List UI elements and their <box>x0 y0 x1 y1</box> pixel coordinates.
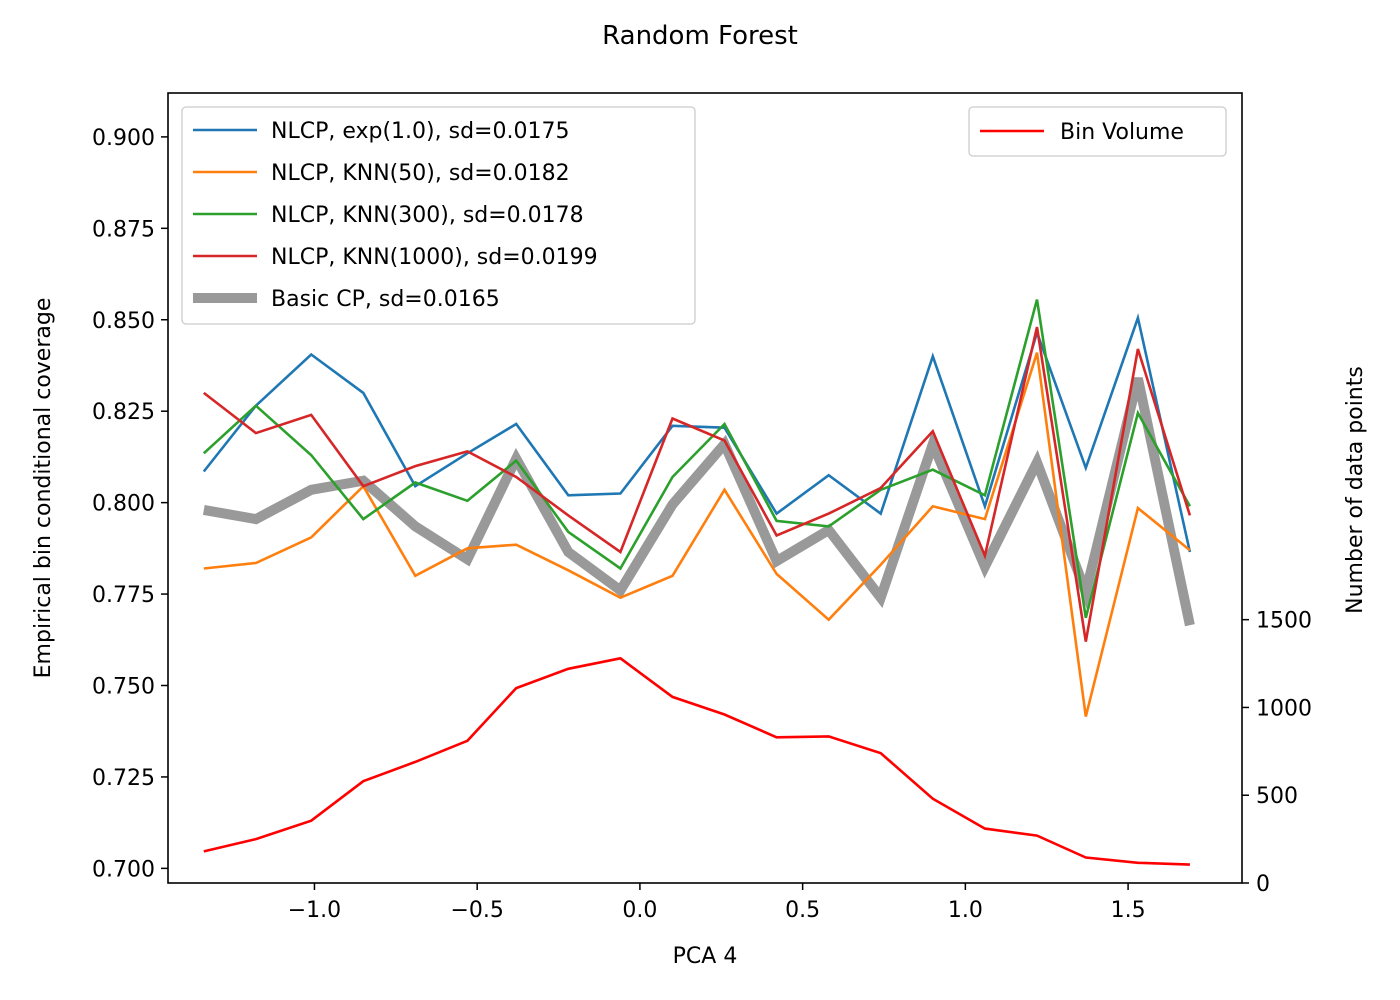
legend-main: NLCP, exp(1.0), sd=0.0175 NLCP, KNN(50), … <box>181 106 696 325</box>
bin-volume-line <box>203 656 1190 866</box>
y-axis-left: 0.700 0.725 0.750 0.775 0.800 0.825 0.850 0.875… <box>92 126 168 882</box>
x-tick-label: −1.0 <box>288 898 341 923</box>
legend-label: NLCP, KNN(1000), sd=0.0199 <box>271 245 598 270</box>
x-tick-label: 1.0 <box>948 898 983 923</box>
x-tick-label: 0.5 <box>785 898 820 923</box>
series-line-3 <box>203 326 1192 642</box>
legend-label: NLCP, KNN(300), sd=0.0178 <box>271 203 584 228</box>
x-tick-label: 1.5 <box>1111 898 1146 923</box>
y-axis-right-label: Number of data points <box>1343 366 1368 614</box>
y-right-tick-label: 0 <box>1256 872 1270 897</box>
y-tick-label: 0.900 <box>92 126 155 151</box>
series-line-1 <box>203 352 1191 717</box>
y-right-tick-label: 1000 <box>1256 696 1312 721</box>
legend-label: Basic CP, sd=0.0165 <box>271 287 500 312</box>
x-axis: −1.0 −0.5 0.0 0.5 1.0 1.5 <box>288 883 1146 923</box>
y-right-tick-label: 500 <box>1256 784 1298 809</box>
legend-label: NLCP, KNN(50), sd=0.0182 <box>271 161 570 186</box>
y-tick-label: 0.775 <box>92 583 155 608</box>
plot-frame <box>167 92 1243 884</box>
x-axis-label: PCA 4 <box>673 944 738 969</box>
y-tick-label: 0.875 <box>92 217 155 242</box>
y-right-tick-label: 1500 <box>1256 609 1312 634</box>
series-line-2 <box>202 299 1192 619</box>
legend-bin-volume-box <box>968 106 1227 157</box>
y-axis-label: Empirical bin conditional coverage <box>31 298 56 679</box>
y-axis-right: 0 500 1000 1500 <box>1242 609 1312 897</box>
y-tick-label: 0.800 <box>92 492 155 517</box>
legend-label: NLCP, exp(1.0), sd=0.0175 <box>271 119 569 144</box>
y-tick-label: 0.850 <box>92 309 155 334</box>
legend-main-box <box>181 106 696 325</box>
legend-label: Bin Volume <box>1060 120 1184 145</box>
y-tick-label: 0.700 <box>92 857 155 882</box>
legend-bin-volume: Bin Volume <box>968 106 1227 157</box>
y-tick-label: 0.725 <box>92 766 155 791</box>
series-line-4 <box>202 377 1195 627</box>
chart-title: Random Forest <box>602 21 798 51</box>
series-lines <box>202 299 1195 866</box>
x-tick-label: 0.0 <box>622 898 657 923</box>
y-tick-label: 0.825 <box>92 400 155 425</box>
y-tick-label: 0.750 <box>92 675 155 700</box>
x-tick-label: −0.5 <box>450 898 503 923</box>
